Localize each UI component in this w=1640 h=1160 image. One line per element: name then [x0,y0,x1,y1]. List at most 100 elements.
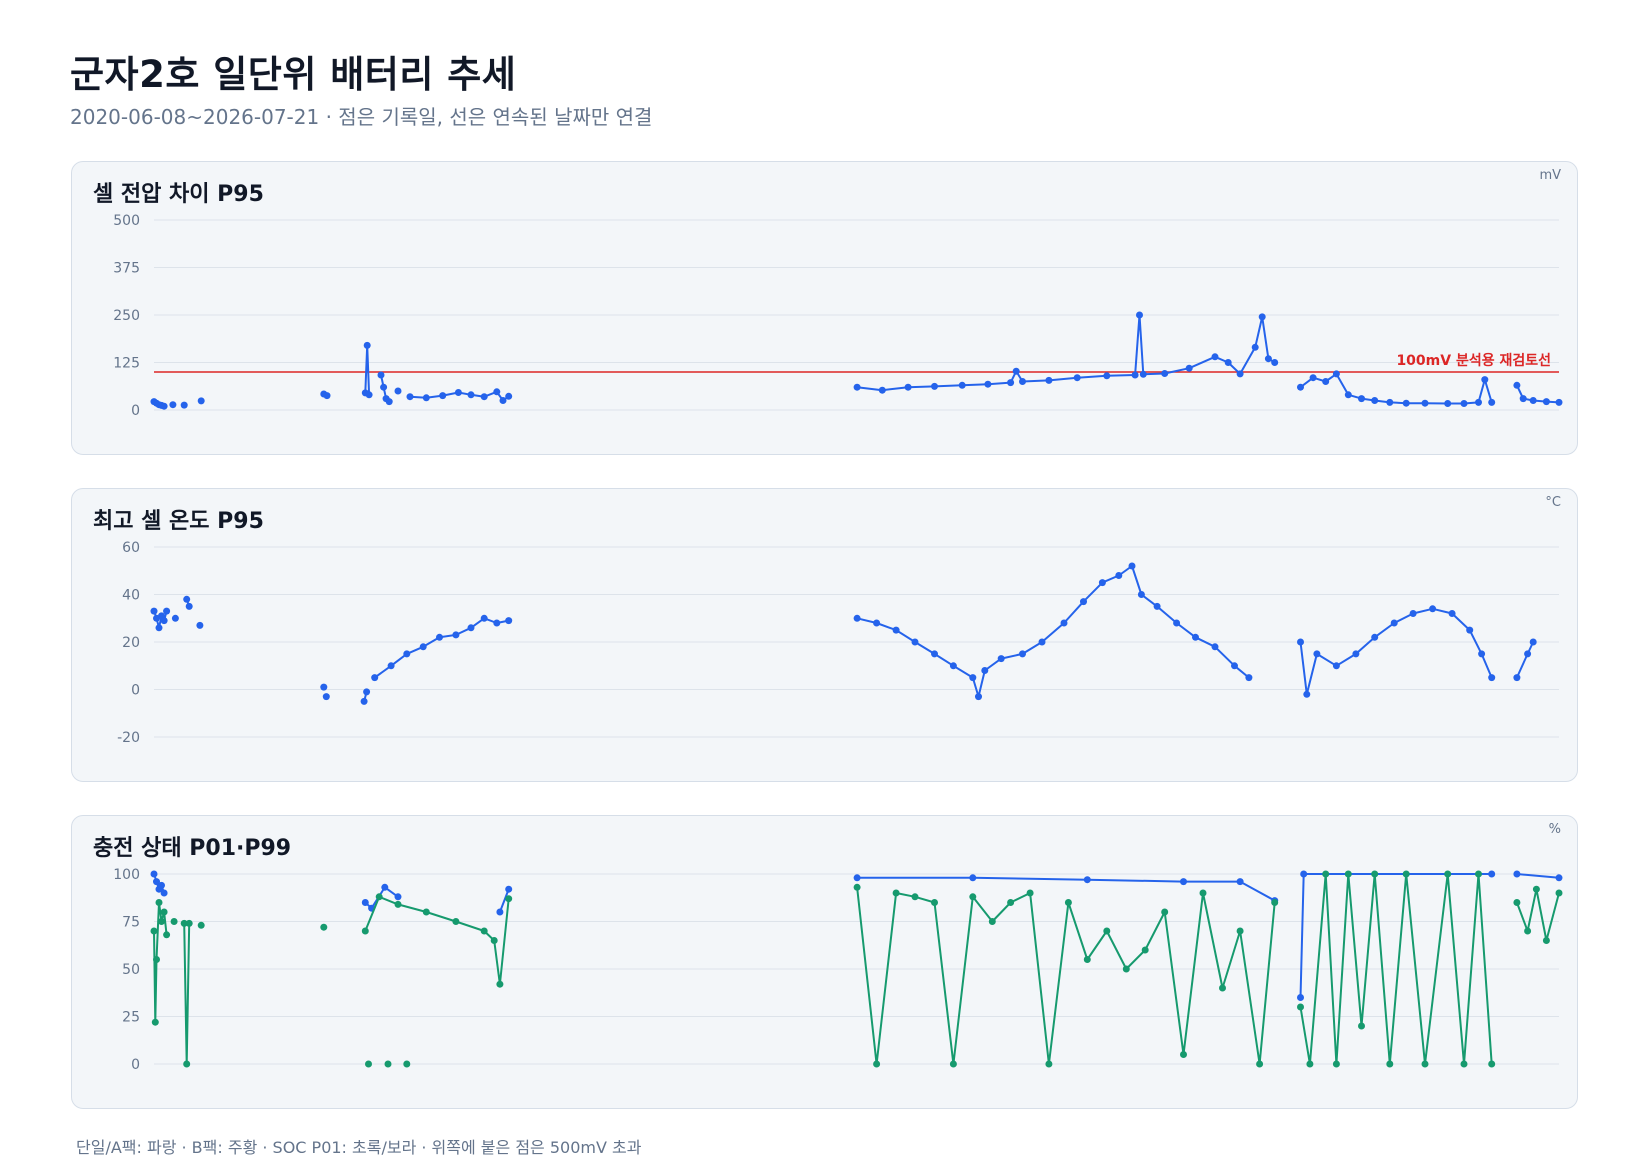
data-point [1488,870,1496,878]
data-point [1444,870,1452,878]
data-point [384,1060,392,1068]
data-point [197,397,205,405]
data-point [155,899,163,906]
series-line [498,888,510,913]
y-tick-label: -20 [117,730,140,746]
data-point [1245,674,1253,682]
y-tick-label: 250 [113,308,140,324]
data-point [1524,650,1532,658]
data-point [904,383,912,391]
data-point [151,1018,159,1026]
data-point [892,626,900,634]
data-point [1180,878,1187,886]
soc-panel-title: 충전 상태 P01·P99 [93,836,292,861]
data-point [1344,870,1352,878]
threshold-label: 100mV 분석용 재검토선 [1396,352,1551,369]
data-point [1460,400,1468,407]
data-point [1083,956,1091,963]
soc-unit-label: % [1548,822,1561,837]
data-point [1313,650,1321,658]
data-point [988,918,996,925]
data-point [155,624,163,632]
data-point [1083,876,1091,884]
series-line [1515,641,1535,679]
data-point [1141,946,1149,954]
data-point [197,921,205,929]
data-point [1481,376,1489,384]
data-point [1153,602,1161,610]
data-point [1386,398,1394,406]
data-point [422,908,430,916]
y-tick-label: 375 [113,261,140,277]
data-point [439,392,447,400]
data-point [1297,383,1304,391]
data-point [1045,1060,1053,1068]
data-point [1555,398,1563,406]
data-point [406,393,414,401]
data-point [505,392,513,400]
data-point [1045,376,1053,384]
data-point [1448,610,1456,617]
y-tick-label: 0 [131,403,140,419]
data-point [320,923,328,931]
series-line [856,887,1276,1065]
data-point [1098,579,1106,587]
series-line [364,895,510,986]
data-point [1103,372,1111,380]
data-point [878,386,886,394]
data-point [371,674,379,682]
data-point [436,633,443,641]
data-point [375,893,383,901]
data-point [1300,870,1308,878]
data-point [1488,398,1496,406]
data-point [1513,674,1521,682]
data-point [171,614,179,622]
data-point [1080,598,1087,606]
data-point [949,1060,957,1068]
voltage-panel: 셀 전압 차이 P95 mV 0 125 250 375 500 100mV 분석용 재검… [71,161,1578,455]
data-point [1007,899,1015,906]
data-point [505,885,513,893]
data-point [170,918,178,925]
data-point [1466,626,1474,634]
data-point [1211,643,1219,651]
data-point [480,393,488,401]
temperature-panel-title: 최고 셀 온도 P95 [93,509,264,534]
page-title: 군자2호 일단위 배터리 추세 [70,53,517,96]
data-point [1211,353,1219,361]
data-point [1060,619,1068,627]
data-point [981,667,989,674]
data-point [163,931,171,939]
data-point [452,918,460,925]
data-point [394,387,402,395]
data-point [385,398,393,406]
data-point [1161,908,1169,916]
data-point [505,895,513,903]
data-point [1231,662,1238,670]
data-point [1131,371,1139,379]
y-tick-label: 40 [122,588,140,604]
data-point [1019,650,1026,658]
data-point [496,980,504,988]
data-point [419,643,427,651]
data-point [1475,398,1482,406]
y-tick-label: 20 [122,635,140,651]
data-point [911,893,919,901]
data-point [1251,343,1259,351]
data-point [853,883,861,891]
data-point [1390,619,1398,627]
data-point [1332,370,1340,378]
data-point [183,1060,191,1068]
data-point [1115,572,1123,579]
data-point [160,617,168,625]
data-point [1137,591,1145,598]
data-point [153,956,160,963]
data-point [1322,378,1330,385]
soc-chart: 0 25 50 75 100 [113,867,1563,1073]
data-point [361,927,369,935]
series-line [857,876,1276,902]
data-point [1007,379,1015,387]
footer-note: 단일/A팩: 파랑 · B팩: 주황 · SOC P01: 초록/보라 · 위쪽… [76,1138,642,1157]
y-tick-label: 50 [122,962,140,978]
data-point [958,381,966,389]
